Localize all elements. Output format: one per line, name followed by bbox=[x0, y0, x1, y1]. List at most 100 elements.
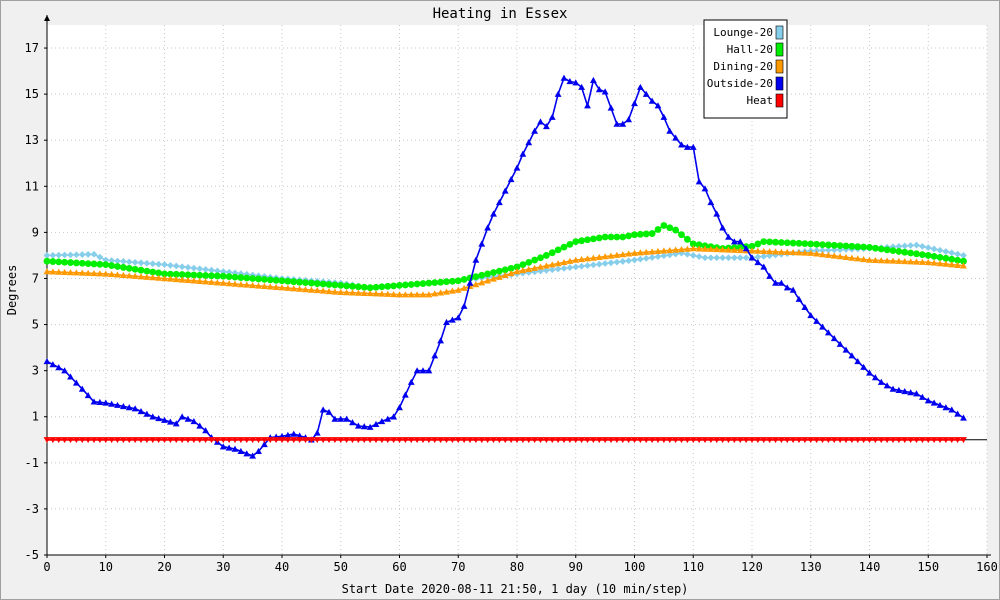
data-point bbox=[519, 261, 527, 269]
data-point bbox=[725, 437, 732, 444]
data-point bbox=[396, 404, 403, 411]
data-point bbox=[372, 283, 380, 291]
data-point bbox=[495, 199, 503, 206]
data-point bbox=[560, 437, 568, 444]
data-point bbox=[748, 437, 756, 444]
y-tick-label: 11 bbox=[25, 179, 39, 193]
data-point bbox=[284, 437, 292, 444]
data-point bbox=[349, 289, 356, 296]
data-point bbox=[325, 408, 333, 415]
data-point bbox=[425, 367, 433, 374]
data-point bbox=[296, 432, 304, 439]
data-point bbox=[572, 256, 580, 263]
data-point bbox=[202, 266, 210, 273]
data-point bbox=[108, 400, 116, 407]
data-point bbox=[924, 437, 932, 444]
data-point bbox=[119, 437, 127, 444]
y-axis-label: Degrees bbox=[5, 265, 19, 316]
data-point bbox=[913, 258, 920, 265]
data-point bbox=[419, 437, 427, 444]
data-point bbox=[813, 240, 821, 248]
data-point bbox=[196, 265, 204, 273]
data-point bbox=[895, 248, 903, 255]
data-point bbox=[366, 290, 374, 297]
data-point bbox=[460, 276, 468, 283]
y-tick-label: 9 bbox=[32, 225, 39, 239]
data-point bbox=[660, 252, 668, 260]
data-point bbox=[542, 437, 550, 444]
data-point bbox=[848, 254, 856, 261]
x-axis-label: Start Date 2020-08-11 21:50, 1 day (10 m… bbox=[342, 582, 689, 596]
data-point bbox=[683, 235, 691, 243]
data-point bbox=[889, 247, 897, 254]
data-point bbox=[401, 291, 409, 298]
data-point bbox=[119, 264, 127, 271]
data-point bbox=[495, 437, 503, 444]
data-point bbox=[636, 230, 644, 238]
data-point bbox=[290, 430, 298, 437]
data-point bbox=[49, 251, 57, 259]
data-point bbox=[689, 245, 697, 252]
data-point bbox=[225, 268, 233, 276]
data-point bbox=[84, 260, 92, 268]
data-point bbox=[448, 277, 456, 285]
data-point bbox=[954, 410, 962, 417]
data-point bbox=[484, 277, 492, 284]
data-point bbox=[343, 282, 351, 290]
x-tick-label: 20 bbox=[157, 560, 171, 574]
data-point bbox=[830, 437, 838, 444]
data-point bbox=[143, 259, 151, 267]
data-point bbox=[178, 276, 186, 283]
data-point bbox=[331, 288, 339, 295]
data-point bbox=[202, 272, 210, 279]
data-point bbox=[783, 284, 791, 291]
data-point bbox=[296, 285, 304, 292]
data-point bbox=[125, 272, 133, 279]
data-point bbox=[766, 238, 774, 246]
data-point bbox=[302, 286, 309, 293]
data-point bbox=[924, 244, 932, 252]
data-point bbox=[149, 437, 157, 444]
data-point bbox=[190, 437, 198, 444]
data-point bbox=[166, 270, 174, 278]
data-point bbox=[613, 251, 621, 258]
data-point bbox=[284, 277, 292, 285]
data-point bbox=[525, 139, 533, 146]
data-point bbox=[742, 437, 750, 444]
data-point bbox=[208, 272, 215, 280]
data-point bbox=[196, 422, 204, 429]
data-point bbox=[137, 437, 145, 444]
data-point bbox=[454, 437, 462, 444]
data-point bbox=[713, 246, 721, 253]
data-point bbox=[907, 437, 915, 444]
data-point bbox=[243, 281, 251, 288]
data-point bbox=[877, 378, 885, 385]
data-point bbox=[572, 79, 580, 86]
data-point bbox=[466, 437, 474, 444]
data-point bbox=[43, 268, 51, 275]
data-point bbox=[319, 406, 327, 413]
data-point bbox=[213, 272, 221, 280]
data-point bbox=[237, 274, 245, 281]
data-point bbox=[719, 224, 727, 231]
data-point bbox=[131, 405, 139, 412]
data-point bbox=[184, 437, 192, 444]
data-point bbox=[472, 256, 480, 263]
data-point bbox=[948, 261, 956, 268]
data-point bbox=[842, 242, 850, 250]
data-point bbox=[114, 271, 121, 278]
data-point bbox=[484, 437, 492, 444]
y-tick-label: 7 bbox=[32, 271, 39, 285]
data-point bbox=[918, 242, 926, 250]
data-point bbox=[766, 437, 774, 444]
data-point bbox=[589, 261, 597, 269]
data-point bbox=[631, 256, 638, 264]
data-point bbox=[713, 210, 721, 217]
data-point bbox=[266, 283, 274, 290]
data-point bbox=[548, 249, 556, 257]
data-point bbox=[842, 246, 850, 253]
data-point bbox=[343, 415, 351, 422]
data-point bbox=[90, 250, 98, 258]
data-point bbox=[196, 437, 204, 444]
data-point bbox=[513, 164, 521, 171]
